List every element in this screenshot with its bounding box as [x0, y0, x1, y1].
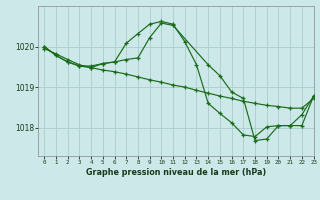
X-axis label: Graphe pression niveau de la mer (hPa): Graphe pression niveau de la mer (hPa) [86, 168, 266, 177]
